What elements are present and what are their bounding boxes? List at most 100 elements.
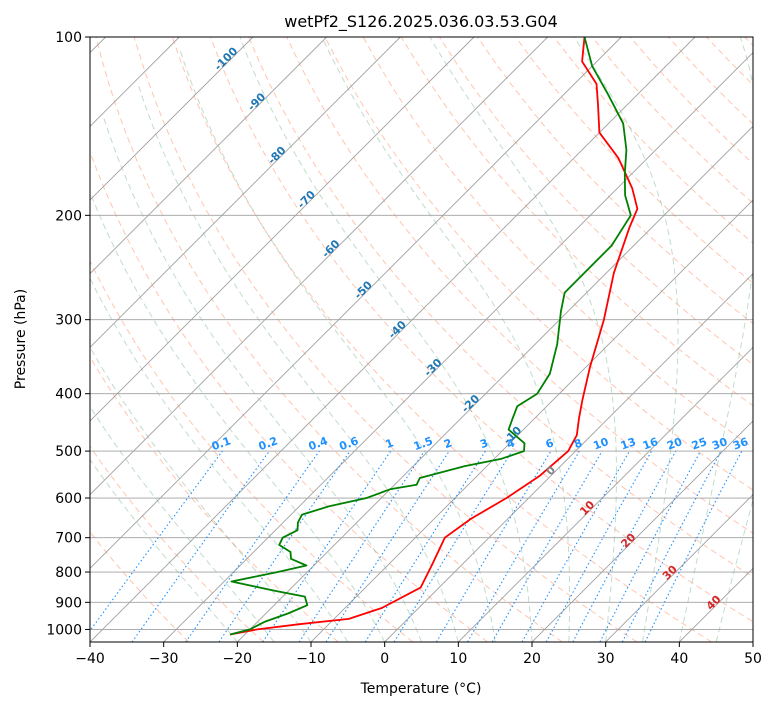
mixing-ratio-label: 30 — [710, 435, 729, 453]
y-tick-label: 900 — [55, 595, 82, 611]
y-axis: 100 200 300 400 500 600 700 800 900 1000 — [46, 30, 90, 638]
moist-adiabat-line — [715, 498, 753, 642]
y-tick-label: 600 — [55, 491, 82, 507]
mixing-ratio-label: 3 — [478, 436, 490, 451]
x-tick-label: 20 — [523, 651, 541, 667]
dry-adiabats — [90, 37, 753, 642]
y-tick-label: 700 — [55, 531, 82, 547]
dry-adiabat-line — [324, 37, 753, 491]
isotherms — [90, 37, 753, 642]
profile-series — [229, 37, 639, 636]
isotherm-line — [90, 37, 254, 201]
mixing-ratio-line — [393, 450, 513, 642]
x-tick-label: −20 — [223, 651, 253, 667]
isotherm-line — [605, 494, 753, 642]
y-tick-label: 200 — [55, 208, 82, 224]
mixing-ratio-label: 0.4 — [307, 434, 330, 453]
x-axis: −40 −30 −20 −10 0 10 20 30 40 50 — [75, 642, 762, 667]
x-axis-label: Temperature (°C) — [360, 681, 482, 697]
mixing-ratio-line — [521, 450, 630, 642]
mixing-ratio-line — [90, 450, 223, 632]
isotherm-line — [90, 37, 548, 496]
x-tick-label: −30 — [149, 651, 179, 667]
x-tick-label: 40 — [670, 651, 688, 667]
y-tick-label: 400 — [55, 387, 82, 403]
mixing-ratio-label: 0.2 — [257, 434, 280, 453]
mixing-ratio-line — [644, 450, 743, 642]
mixing-ratio-label: 25 — [690, 435, 709, 452]
moist-adiabat-line — [678, 37, 753, 642]
mixing-ratio-label: 0.1 — [210, 434, 233, 453]
mixing-ratio-label: 16 — [641, 435, 660, 453]
x-tick-label: −10 — [296, 651, 326, 667]
plot-area — [90, 37, 753, 642]
y-axis-label: Pressure (hPa) — [13, 289, 29, 389]
x-tick-label: 50 — [744, 651, 762, 667]
y-tick-label: 800 — [55, 565, 82, 581]
isotherm-line — [90, 37, 475, 422]
moist-adiabat-line — [239, 37, 533, 642]
x-tick-label: 0 — [380, 651, 389, 667]
mixing-ratio-line — [298, 450, 425, 642]
moist-adiabat-line — [429, 37, 617, 642]
isotherm-line — [384, 273, 753, 642]
dry-adiabat-line — [90, 259, 414, 642]
dry-adiabat-line — [210, 37, 753, 623]
mixing-ratio-line — [325, 450, 450, 642]
mixing-ratio-line — [131, 450, 270, 642]
mixing-ratio-label: 0.6 — [338, 434, 361, 453]
isotherm-line — [163, 52, 753, 642]
dry-adiabat-line — [90, 356, 339, 642]
y-tick-label: 1000 — [46, 622, 82, 638]
mixing-ratio-line — [545, 450, 653, 642]
dry-adiabat-line — [515, 37, 753, 284]
moist-adiabat-line — [321, 37, 571, 642]
dry-adiabat-line — [90, 445, 264, 642]
isotherm-line — [237, 125, 753, 642]
x-tick-label: 30 — [597, 651, 615, 667]
mixing-ratio-label: 10 — [591, 435, 610, 453]
mixing-ratio-label: 1 — [384, 436, 396, 451]
mixing-ratio-label: 36 — [731, 435, 750, 453]
dry-adiabat-line — [95, 37, 563, 642]
mixing-ratio-label: 8 — [572, 436, 584, 451]
mixing-ratio-label: 13 — [619, 435, 638, 452]
mixing-ratio-line — [218, 450, 351, 642]
mixing-ratio-label: 4 — [505, 436, 517, 451]
moist-adiabat-line — [179, 49, 496, 642]
mixing-ratio-label: 20 — [665, 435, 684, 453]
isotherm-line — [90, 37, 327, 275]
dry-adiabat-line — [171, 37, 712, 642]
isotherm-line — [90, 37, 622, 569]
isotherm-line — [310, 199, 753, 642]
mixing-ratio-label: 6 — [544, 436, 556, 451]
dry-adiabat-line — [286, 37, 753, 534]
y-tick-label: 300 — [55, 313, 82, 329]
y-tick-label: 100 — [55, 30, 82, 46]
moist-adiabat-line — [573, 37, 679, 642]
temperature-line — [229, 37, 639, 636]
isotherm-line — [458, 346, 753, 642]
moist-adiabat-line — [102, 114, 422, 642]
dry-adiabat-line — [133, 37, 638, 642]
moist-adiabat-line — [90, 277, 349, 642]
moist-adiabat-line — [137, 83, 459, 642]
x-tick-label: 10 — [449, 651, 467, 667]
isotherm-line — [90, 37, 696, 642]
y-tick-label: 500 — [55, 444, 82, 460]
mixing-ratio-label: 1.5 — [412, 434, 435, 453]
mixing-ratio-line — [185, 450, 320, 642]
mixing-ratio-label: 2 — [442, 436, 454, 451]
dewpoint-line — [229, 37, 632, 636]
x-tick-label: −40 — [75, 651, 105, 667]
mixing-ratio-line — [262, 450, 392, 642]
isotherm-line — [531, 420, 753, 642]
isopleth-labels: 0.1 0.2 0.4 0.6 1 1.5 2 3 4 6 8 10 13 16 20 25 30 36-100-… — [210, 44, 751, 612]
isotherm-line — [752, 641, 753, 642]
chart-title: wetPf2_S126.2025.036.03.53.G04 — [284, 12, 558, 32]
plot-frame — [89, 36, 754, 643]
dry-adiabat-line — [248, 37, 753, 578]
moist-adiabat-line — [90, 346, 312, 642]
moist-adiabats — [90, 37, 753, 642]
